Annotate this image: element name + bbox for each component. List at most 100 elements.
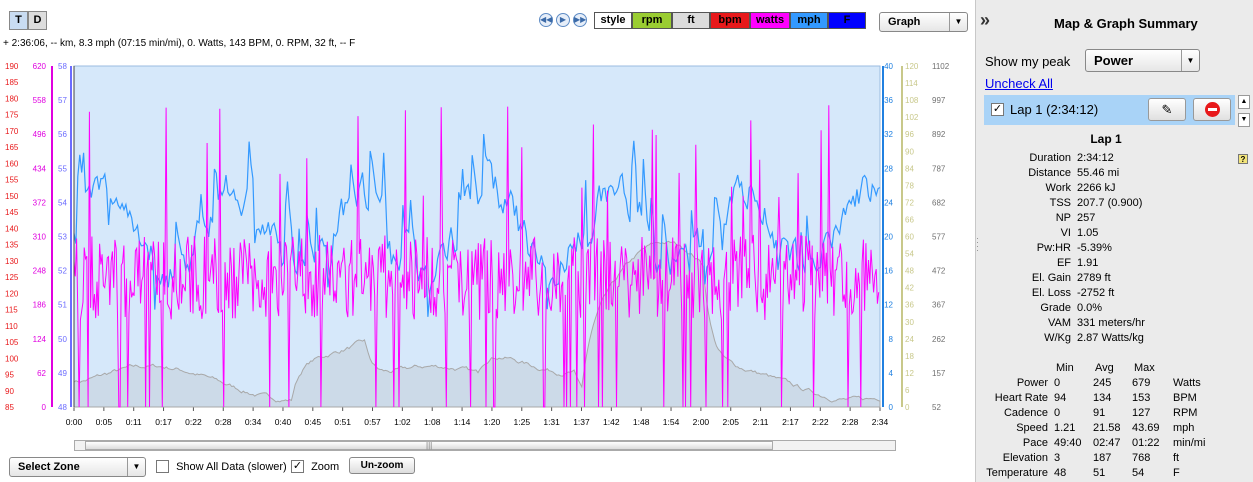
bpm-tick-label: 105	[5, 338, 19, 347]
x-tick-label: 2:34	[872, 417, 889, 427]
legend-ft[interactable]: ft	[672, 12, 710, 29]
rpm-tick-label: 6	[905, 386, 910, 395]
metric-key: TSS	[1049, 197, 1071, 209]
scroll-down-icon[interactable]: ▼	[1238, 113, 1250, 127]
metric-key: Grade	[1040, 302, 1071, 314]
mph-tick-label: 36	[884, 96, 893, 105]
x-tick-label: 1:42	[603, 417, 620, 427]
mph-tick-label: 12	[884, 301, 893, 310]
bpm-tick-label: 180	[5, 94, 19, 103]
legend-watts[interactable]: watts	[750, 12, 790, 29]
lap-checkbox[interactable]: ✓	[991, 103, 1004, 116]
F-tick-label: 52	[58, 267, 67, 276]
show-all-checkbox[interactable]	[156, 460, 169, 473]
multi-series-chart[interactable]: 1901851801751701651601551501451401351301…	[0, 58, 975, 433]
x-tick-label: 0:28	[215, 417, 232, 427]
mph-tick-label: 40	[884, 62, 893, 71]
lap-list-item[interactable]: ✓ Lap 1 (2:34:12) ✎	[984, 95, 1235, 125]
forward-icon[interactable]: ▶▶	[573, 13, 587, 27]
rpm-tick-label: 114	[905, 79, 918, 88]
unzoom-button[interactable]: Un-zoom	[349, 457, 415, 474]
x-tick-label: 0:05	[96, 417, 113, 427]
metric-value: 55.46 mi	[1077, 167, 1120, 179]
time-scrollbar[interactable]: |||	[74, 440, 896, 451]
stats-max: 153	[1132, 392, 1151, 404]
elevation-series	[73, 240, 881, 408]
legend-mph[interactable]: mph	[790, 12, 828, 29]
view-select-value: Graph	[888, 16, 921, 28]
rpm-tick-label: 102	[905, 113, 919, 122]
ft-tick-label: 52	[932, 403, 941, 412]
legend-style[interactable]: style	[594, 12, 632, 29]
panel-title: Map & Graph Summary	[1054, 16, 1198, 31]
metric-value: 1.05	[1077, 227, 1099, 239]
F-axis-bar	[70, 66, 72, 407]
select-zone-dropdown[interactable]: Select Zone ▼	[9, 457, 146, 477]
rpm-tick-label: 0	[905, 403, 910, 412]
x-tick-label: 2:11	[753, 417, 769, 427]
show-all-data-option[interactable]: Show All Data (slower)	[156, 460, 287, 473]
rpm-tick-label: 90	[905, 147, 914, 156]
stats-avg: 187	[1093, 452, 1112, 464]
metric-key: Pw:HR	[1036, 242, 1071, 254]
view-select[interactable]: Graph ▼	[879, 12, 968, 32]
zoom-option[interactable]: ✓ Zoom	[291, 460, 339, 473]
stats-name: Heart Rate	[994, 392, 1048, 404]
ft-tick-label: 157	[932, 369, 946, 378]
rpm-tick-label: 30	[905, 318, 914, 327]
stats-header: Avg	[1095, 362, 1114, 374]
x-tick-label: 2:28	[842, 417, 859, 427]
stats-unit: ft	[1173, 452, 1180, 464]
mph-tick-label: 28	[884, 164, 893, 173]
x-tick-label: 1:20	[484, 417, 501, 427]
metric-key: Duration	[1029, 152, 1071, 164]
zoom-checkbox[interactable]: ✓	[291, 460, 304, 473]
rewind-icon[interactable]: ◀◀	[539, 13, 553, 27]
peak-select-value: Power	[1094, 53, 1134, 68]
metric-value: 2:34:12	[1077, 152, 1114, 164]
legend-f[interactable]: F	[828, 12, 866, 29]
watts-tick-label: 62	[37, 369, 46, 378]
bpm-tick-label: 120	[5, 289, 19, 298]
stats-name: Elevation	[1002, 452, 1048, 464]
help-icon[interactable]: ?	[1238, 154, 1248, 164]
toggle-d-button[interactable]: D	[28, 11, 47, 30]
stats-unit: RPM	[1173, 407, 1198, 419]
ft-tick-label: 682	[932, 198, 946, 207]
edit-pencil-icon[interactable]: ✎	[1148, 98, 1186, 121]
scroll-up-icon[interactable]: ▲	[1238, 95, 1250, 109]
metric-value: 2.87 Watts/kg	[1077, 332, 1144, 344]
metric-key: VAM	[1047, 317, 1071, 329]
legend-rpm[interactable]: rpm	[632, 12, 672, 29]
legend-bpm[interactable]: bpm	[710, 12, 750, 29]
watts-tick-label: 558	[33, 96, 47, 105]
rpm-tick-label: 36	[905, 301, 914, 310]
mph-tick-label: 32	[884, 130, 893, 139]
x-tick-label: 0:51	[334, 417, 351, 427]
ft-tick-label: 367	[932, 301, 946, 310]
rpm-tick-label: 78	[905, 181, 914, 190]
stats-min: 1.21	[1054, 422, 1076, 434]
stats-unit: min/mi	[1173, 437, 1206, 449]
metric-value: 331 meters/hr	[1077, 317, 1145, 329]
peak-select[interactable]: Power ▼	[1085, 49, 1200, 72]
toggle-t-button[interactable]: T	[9, 11, 28, 30]
F-tick-label: 48	[58, 403, 67, 412]
collapse-panel-icon[interactable]: »	[980, 10, 991, 30]
ft-tick-label: 1102	[932, 62, 950, 71]
delete-button[interactable]	[1193, 98, 1231, 121]
stats-name: Speed	[1016, 422, 1048, 434]
bpm-tick-label: 125	[5, 273, 19, 282]
F-tick-label: 50	[58, 335, 67, 344]
x-tick-label: 0:45	[305, 417, 322, 427]
uncheck-all-link[interactable]: Uncheck All	[985, 76, 1053, 91]
play-icon[interactable]: ▶	[556, 13, 570, 27]
bpm-tick-label: 175	[5, 111, 19, 120]
F-tick-label: 49	[58, 369, 67, 378]
stats-name: Cadence	[1003, 407, 1048, 419]
stats-max: 768	[1132, 452, 1151, 464]
stats-min: 0	[1054, 407, 1061, 419]
mph-tick-label: 4	[889, 369, 894, 378]
panel-resize-handle[interactable]: · · · ·	[976, 233, 979, 255]
scroll-thumb[interactable]: |||	[85, 441, 773, 450]
